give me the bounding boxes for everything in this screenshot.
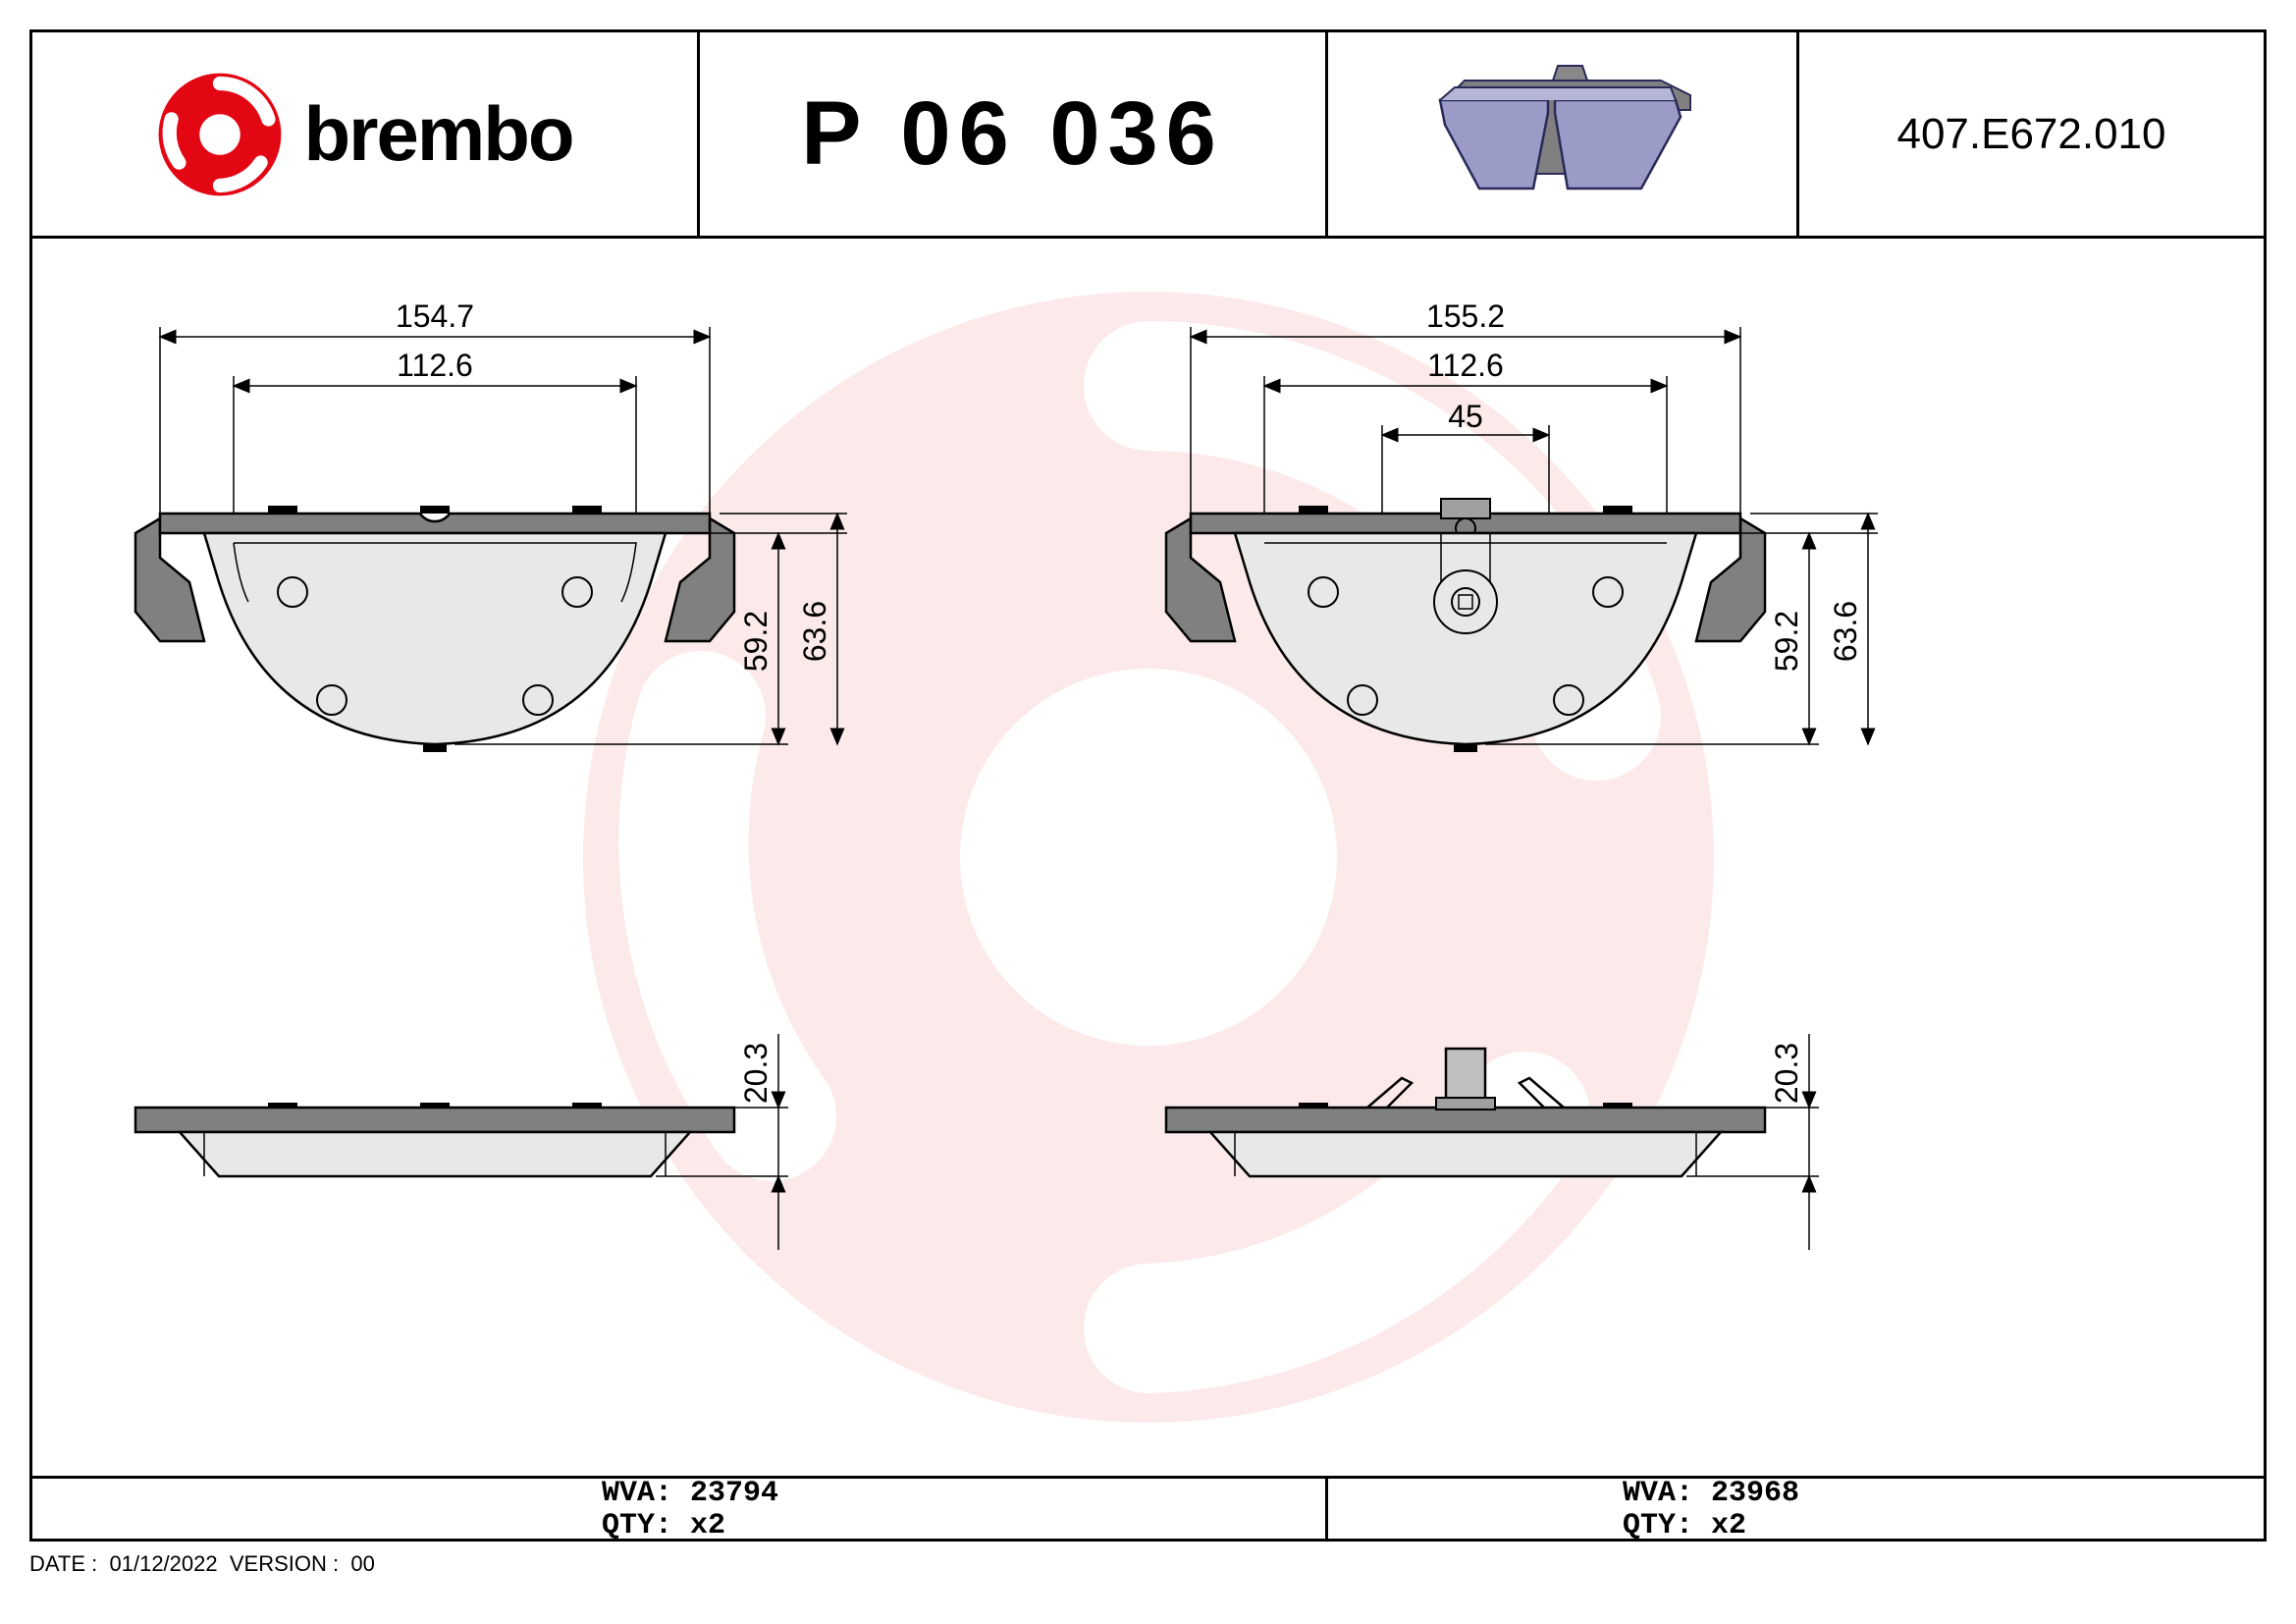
drawing-frame: brembo P 06 036 407.E672.010 — [29, 29, 2267, 1542]
header-row: brembo P 06 036 407.E672.010 — [32, 32, 2264, 239]
wva-label: WVA: — [602, 1477, 672, 1510]
dim-left-thickness: 20.3 — [738, 1043, 774, 1104]
qty-label: QTY: — [602, 1509, 672, 1543]
dim-right-thickness: 20.3 — [1769, 1043, 1804, 1104]
technical-drawing: 154.7 112.6 — [32, 239, 2264, 1476]
footer-left: WVA: 23794 QTY: x2 — [32, 1479, 1328, 1542]
drawing-code: 407.E672.010 — [1896, 110, 2165, 159]
qty-left-value: x2 — [690, 1509, 725, 1543]
dim-left-height-overall: 63.6 — [797, 601, 832, 662]
iso-preview-icon — [1386, 46, 1739, 223]
wva-right-value: 23968 — [1711, 1477, 1799, 1510]
dim-left-width-inner: 112.6 — [397, 348, 473, 383]
drawing-code-cell: 407.E672.010 — [1799, 32, 2264, 236]
dim-right-width-inner: 112.6 — [1427, 348, 1504, 383]
dim-right-clip: 45 — [1448, 399, 1483, 434]
dim-right-width-overall: 155.2 — [1426, 298, 1505, 334]
qty-label-r: QTY: — [1623, 1509, 1693, 1543]
dim-right-height-inner: 59.2 — [1769, 611, 1804, 672]
date-value: 01/12/2022 — [110, 1551, 218, 1576]
version-value: 00 — [350, 1551, 374, 1576]
dim-right-height-overall: 63.6 — [1828, 601, 1863, 662]
brand-name: brembo — [303, 89, 572, 179]
date-version-line: DATE : 01/12/2022 VERSION : 00 — [29, 1551, 375, 1577]
part-number: P 06 036 — [801, 82, 1224, 186]
wva-left-value: 23794 — [690, 1477, 778, 1510]
dim-left-width-overall: 154.7 — [396, 298, 474, 334]
part-number-cell: P 06 036 — [700, 32, 1328, 236]
date-prefix: DATE : — [29, 1551, 97, 1576]
footer-row: WVA: 23794 QTY: x2 WVA: 23968 QTY: x2 — [32, 1476, 2264, 1542]
brand-logo-cell: brembo — [32, 32, 700, 236]
brembo-disc-icon — [156, 71, 284, 198]
qty-right-value: x2 — [1711, 1509, 1746, 1543]
footer-right: WVA: 23968 QTY: x2 — [1328, 1479, 2264, 1542]
wva-label-r: WVA: — [1623, 1477, 1693, 1510]
drawing-area: 154.7 112.6 — [32, 239, 2264, 1476]
dim-left-height-inner: 59.2 — [738, 611, 774, 672]
iso-preview-cell — [1328, 32, 1799, 236]
version-prefix: VERSION : — [230, 1551, 339, 1576]
